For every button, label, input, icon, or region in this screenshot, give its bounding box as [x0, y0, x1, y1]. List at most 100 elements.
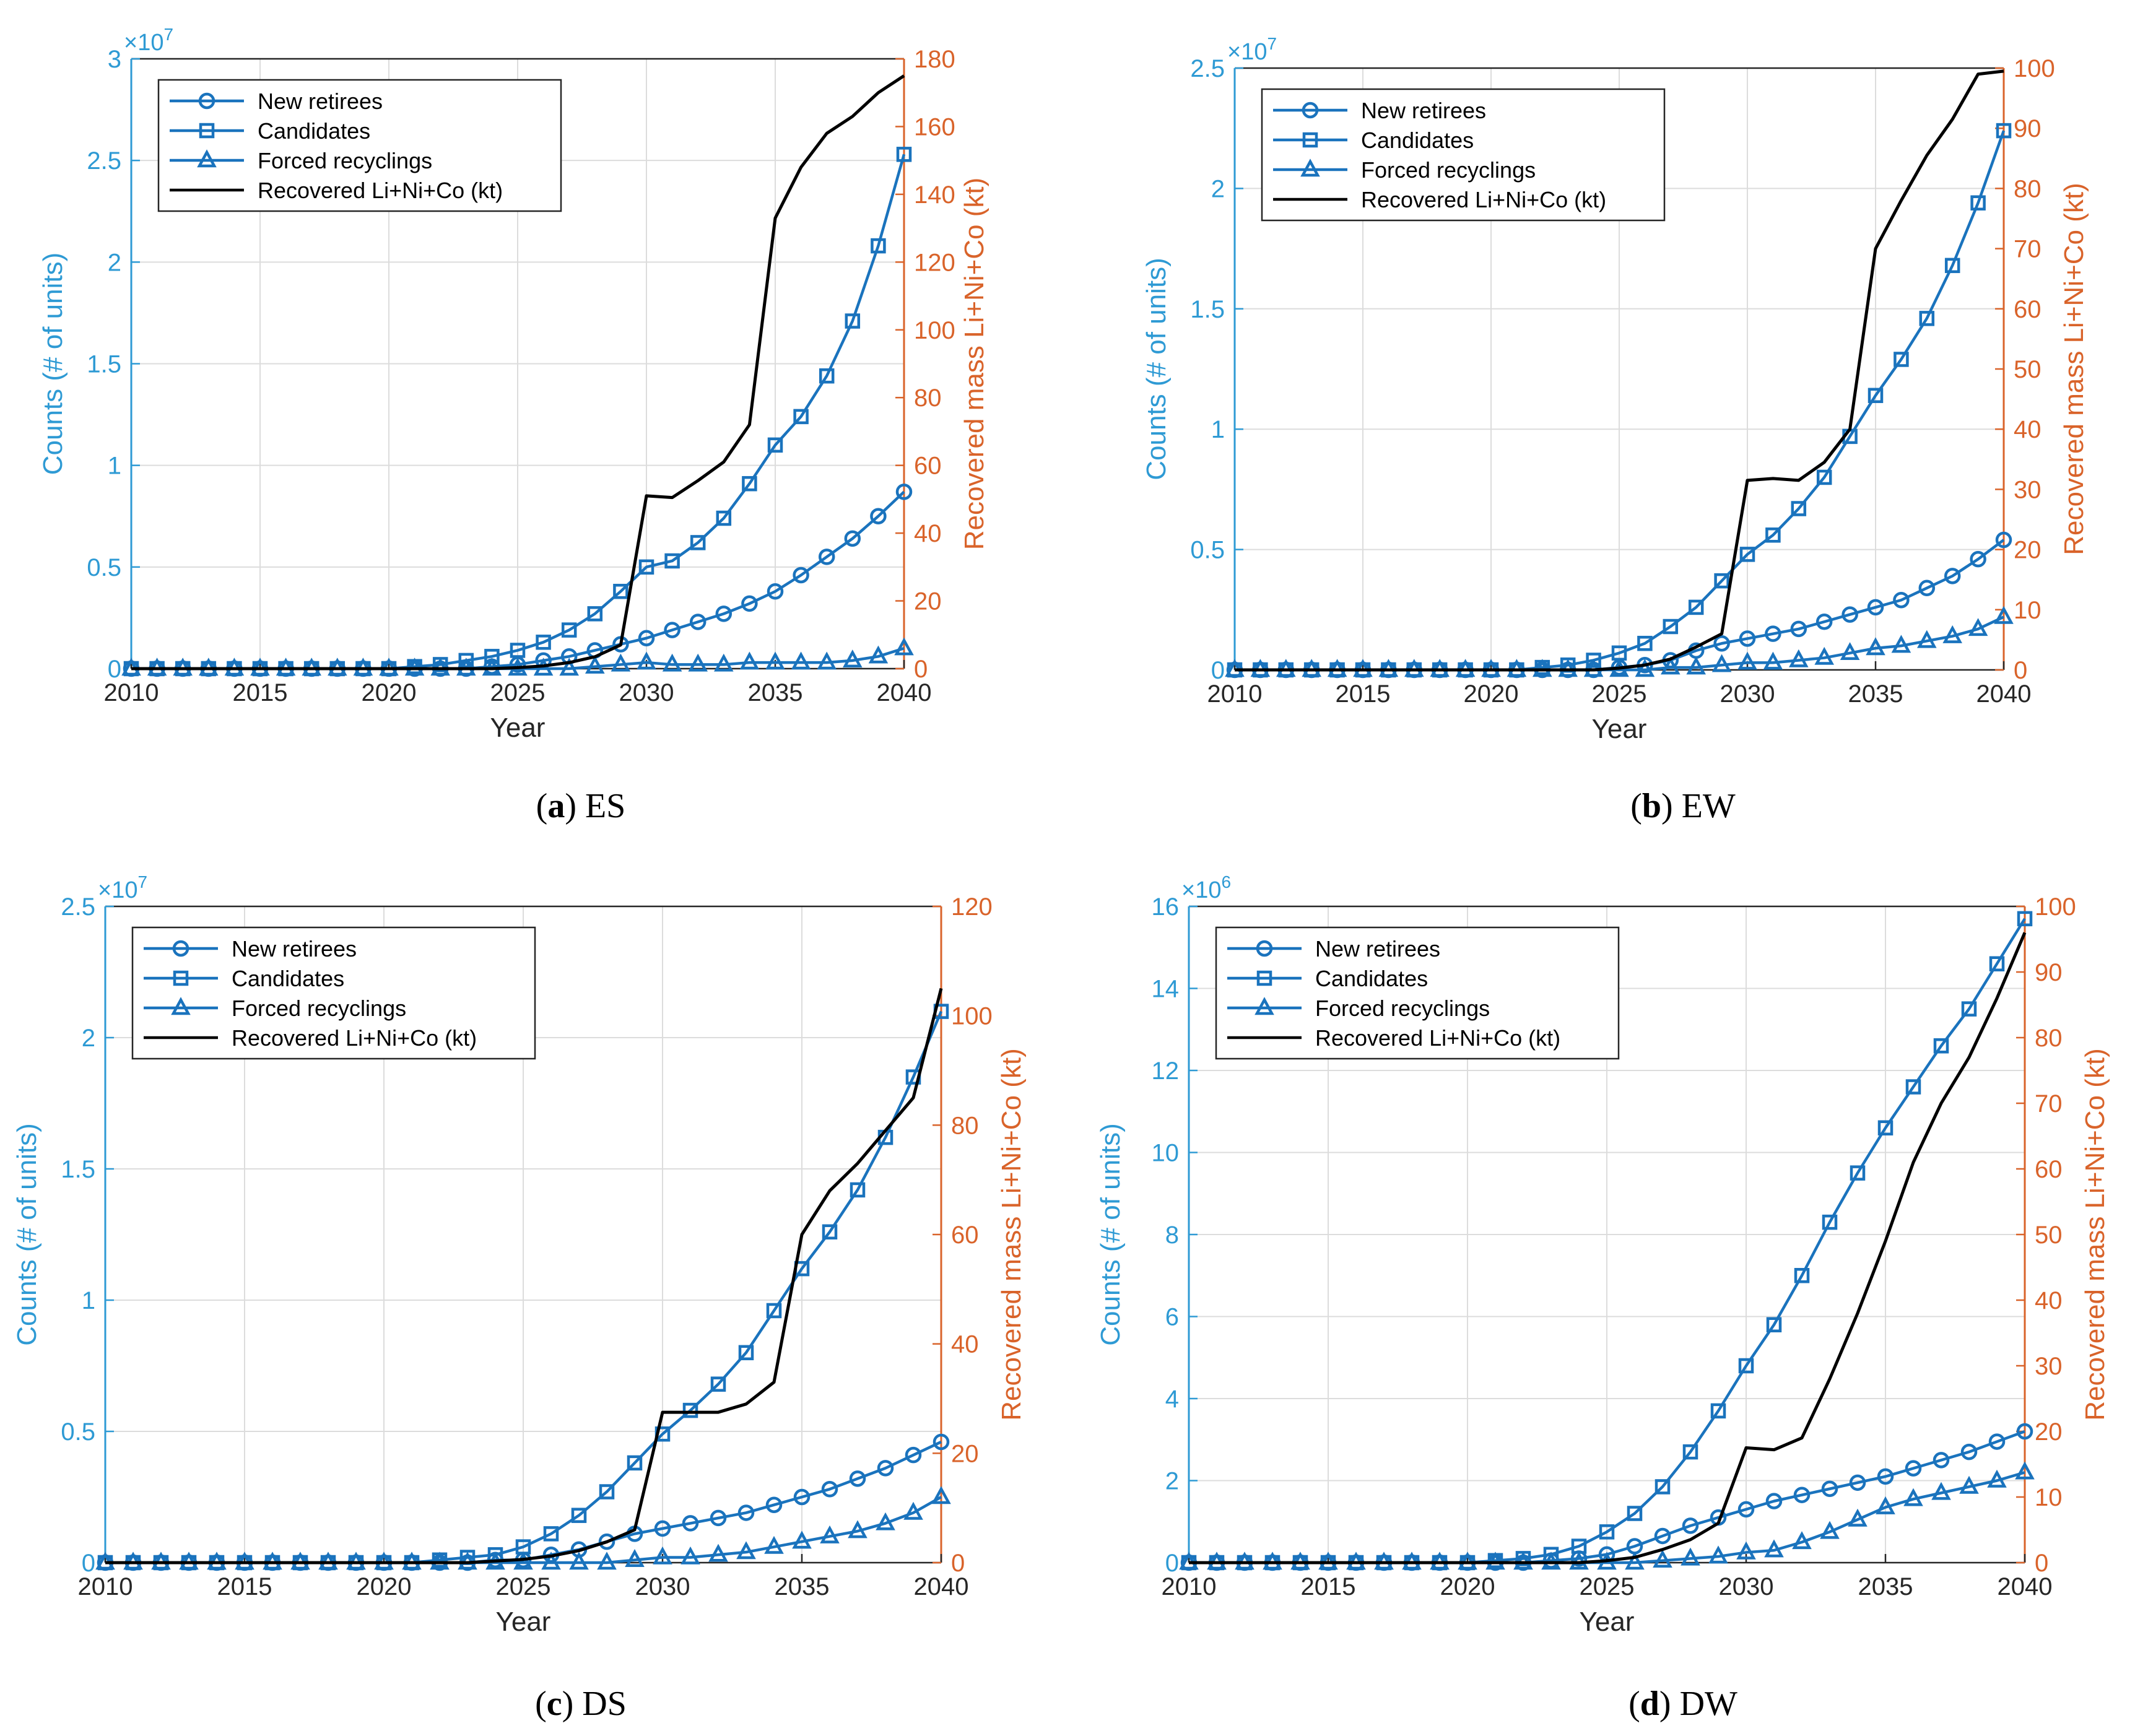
legend-label: Recovered Li+Ni+Co (kt): [232, 1025, 477, 1051]
triangle-marker: [1708, 1545, 1728, 1564]
square-marker: [1710, 1403, 1726, 1419]
triangle-marker: [637, 651, 656, 670]
x-axis-label: Year: [490, 713, 546, 743]
right-y-tick-label: 0: [2035, 1550, 2048, 1577]
right-y-tick-label: 160: [914, 113, 955, 141]
square-marker: [627, 1455, 643, 1471]
left-y-tick-label: 0: [1165, 1550, 1179, 1577]
circle-marker: [870, 508, 887, 524]
circle-marker: [1877, 1468, 1894, 1485]
legend-label: Recovered Li+Ni+Co (kt): [1361, 187, 1606, 212]
x-tick-label: 2015: [1336, 680, 1391, 708]
left-y-tick-label: 2.5: [61, 893, 95, 921]
left-y-tick-label: 14: [1152, 976, 1180, 1003]
triangle-marker: [708, 1543, 728, 1562]
caption-panel-d: (d) DW: [1628, 1685, 1737, 1723]
triangle-marker: [1789, 649, 1809, 667]
caption-letter: b: [1641, 787, 1662, 825]
triangle-marker: [1840, 642, 1860, 661]
circle-marker: [598, 1533, 615, 1550]
x-tick-label: 2010: [1207, 680, 1263, 708]
triangle-marker: [1711, 654, 1732, 672]
circle-marker: [877, 1460, 894, 1477]
right-y-tick-label: 80: [914, 384, 942, 412]
x-tick-label: 2020: [357, 1573, 412, 1600]
triangle-marker: [1942, 625, 1962, 643]
triangle-marker: [1903, 1488, 1923, 1506]
circle-marker: [1790, 620, 1807, 638]
square-marker: [1868, 388, 1884, 404]
left-y-tick-label: 16: [1152, 893, 1180, 921]
triangle-marker: [513, 1552, 533, 1570]
right-y-tick-label: 0: [914, 656, 928, 683]
square-marker: [536, 635, 551, 650]
right-y-tick-label: 60: [2014, 296, 2042, 323]
chart-panel-a: 2010 2015 2020 2025 2030 2035 2040Year00.511.5…: [38, 25, 989, 743]
triangle-marker: [1987, 1469, 2007, 1488]
caption-letter: a: [547, 787, 565, 825]
chart-panel-d: 2010 2015 2020 2025 2030 2035 2040Year02468101…: [1095, 872, 2110, 1637]
square-marker: [1627, 1506, 1643, 1521]
left-y-tick-label: 0.5: [87, 554, 121, 581]
left-y-tick-label: 1: [82, 1287, 95, 1314]
circle-marker: [715, 605, 733, 622]
x-tick-label: 2035: [1848, 680, 1903, 708]
triangle-marker: [171, 997, 191, 1015]
triangle-marker: [843, 649, 863, 668]
right-y-tick-label: 80: [951, 1112, 979, 1139]
triangle-marker: [197, 149, 217, 168]
caption-text: ES: [585, 787, 626, 825]
series-recovered-li-ni-co-kt-: [131, 74, 905, 671]
axis-multiplier-exponent: 7: [137, 872, 147, 892]
left-y-tick-label: 1: [1211, 416, 1225, 443]
right-y-tick-label: 50: [2035, 1222, 2063, 1249]
circle-marker: [905, 1446, 922, 1464]
x-tick-label: 2030: [1719, 1573, 1774, 1600]
legend: New retirees Candidates Forced recyclings R…: [1215, 926, 1620, 1060]
triangle-marker: [1792, 1531, 1812, 1550]
square-marker: [561, 622, 577, 638]
right-y-tick-label: 10: [2035, 1484, 2063, 1511]
left-y-tick-label: 2: [108, 249, 121, 276]
right-y-tick-label: 20: [2014, 537, 2042, 564]
left-y-tick-label: 12: [1152, 1057, 1180, 1085]
legend-label: New retirees: [258, 89, 383, 114]
series-line: [1189, 932, 2027, 1565]
circle-marker: [1713, 635, 1730, 652]
circle-marker: [1815, 613, 1833, 630]
square-marker: [1961, 1001, 1977, 1017]
triangle-marker: [868, 645, 889, 664]
right-y-axis-label: Recovered mass Li+Ni+Co (kt): [959, 178, 989, 550]
right-y-tick-label: 80: [2035, 1025, 2063, 1052]
series-line: [105, 987, 943, 1565]
square-marker: [871, 238, 886, 254]
x-tick-label: 2035: [1858, 1573, 1913, 1600]
square-marker: [1850, 1165, 1866, 1181]
left-y-tick-label: 1: [108, 453, 121, 480]
left-y-tick-label: 3: [108, 46, 121, 73]
chart-panel-b: 2010 2015 2020 2025 2030 2035 2040Year00.511.5…: [1141, 34, 2089, 744]
x-tick-label: 2025: [496, 1573, 551, 1600]
right-y-tick-label: 60: [914, 453, 942, 480]
legend-label: Candidates: [1361, 128, 1474, 153]
legend-label: Forced recyclings: [1361, 157, 1536, 183]
circle-marker: [638, 630, 655, 646]
right-y-axis-label: Recovered mass Li+Ni+Co (kt): [2080, 1048, 2110, 1421]
square-marker: [845, 313, 861, 329]
circle-marker: [1893, 591, 1910, 609]
square-marker: [822, 1224, 838, 1240]
square-marker: [599, 1484, 615, 1499]
square-marker: [1739, 547, 1755, 562]
square-marker: [1944, 258, 1960, 274]
square-marker: [571, 1508, 587, 1523]
circle-marker: [1970, 550, 1986, 568]
square-marker: [1688, 599, 1704, 615]
triangle-marker: [903, 1501, 923, 1520]
square-marker: [458, 653, 474, 669]
axis-multiplier-exponent: 6: [1221, 872, 1231, 892]
right-y-tick-label: 180: [914, 46, 955, 73]
circle-marker: [689, 614, 707, 630]
right-y-tick-label: 40: [914, 520, 942, 547]
x-tick-label: 2020: [1464, 680, 1519, 708]
